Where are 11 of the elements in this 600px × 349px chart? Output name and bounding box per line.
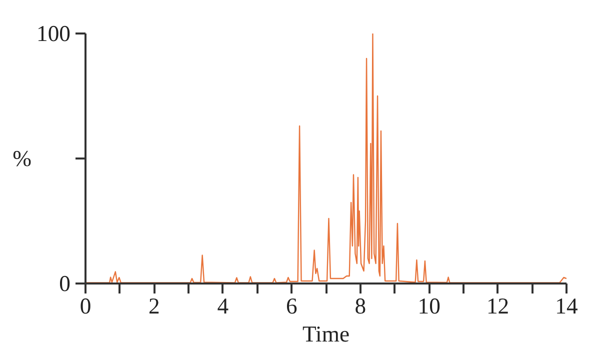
x-tick-label: 12 xyxy=(486,294,510,318)
x-axis-title: Time xyxy=(302,322,350,346)
x-tick-label: 0 xyxy=(80,294,92,318)
x-tick-label: 6 xyxy=(286,294,298,318)
y-tick-label: 100 xyxy=(36,21,70,46)
x-tick-label: 8 xyxy=(354,294,366,318)
y-axis-title: % xyxy=(12,146,32,171)
x-tick-label: 2 xyxy=(148,294,160,318)
x-tick-label: 10 xyxy=(418,294,440,318)
x-tick-label: 4 xyxy=(217,294,229,318)
x-tick-label: 14 xyxy=(555,294,578,318)
